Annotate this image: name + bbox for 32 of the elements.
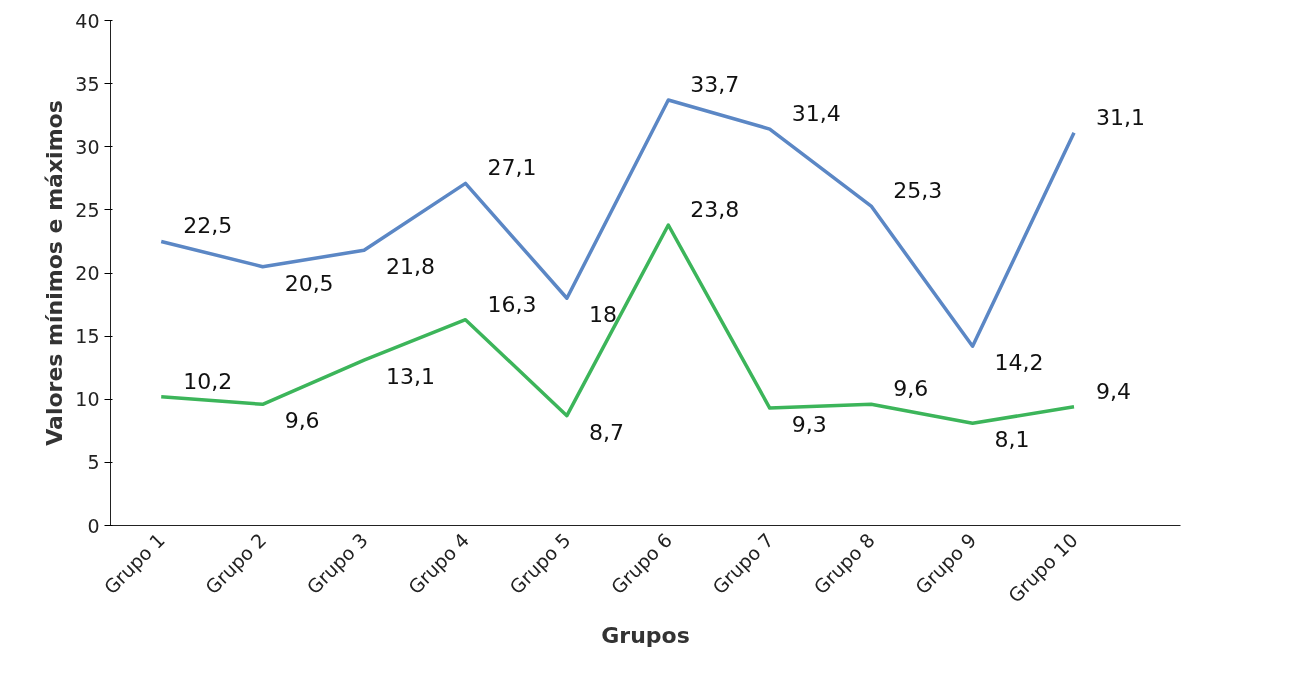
y-tick-label: 30 bbox=[75, 135, 100, 158]
data-label: 25,3 bbox=[893, 178, 943, 204]
data-label: 8,1 bbox=[994, 427, 1030, 453]
data-label: 31,4 bbox=[791, 101, 841, 127]
data-label: 31,1 bbox=[1096, 104, 1145, 130]
data-label: 16,3 bbox=[487, 291, 537, 317]
line-series bbox=[159, 98, 1076, 348]
data-label: 14,2 bbox=[994, 350, 1044, 376]
data-label: 33,7 bbox=[690, 72, 740, 98]
data-label: 13,1 bbox=[386, 364, 436, 390]
data-label: 22,5 bbox=[183, 213, 233, 239]
data-label: 8,7 bbox=[588, 419, 624, 445]
y-tick-label: 15 bbox=[75, 325, 100, 348]
y-tick-label: 0 bbox=[87, 514, 100, 537]
data-label: 9,3 bbox=[791, 412, 827, 438]
y-tick-label: 35 bbox=[75, 72, 100, 95]
data-label: 18 bbox=[588, 302, 617, 328]
y-tick-label: 5 bbox=[87, 451, 100, 474]
x-axis-title: Grupos bbox=[601, 622, 690, 648]
data-label: 9,6 bbox=[284, 408, 320, 434]
y-tick-label: 25 bbox=[75, 198, 100, 221]
y-tick-label: 10 bbox=[75, 388, 100, 411]
y-tick-label: 40 bbox=[75, 9, 100, 32]
data-label: 9,4 bbox=[1096, 378, 1132, 404]
data-label: 21,8 bbox=[386, 254, 436, 280]
data-label: 20,5 bbox=[284, 270, 334, 296]
data-label: 23,8 bbox=[690, 197, 740, 223]
data-label: 10,2 bbox=[183, 368, 233, 394]
y-axis-title: Valores mínimos e máximos bbox=[42, 100, 68, 446]
data-label: 27,1 bbox=[487, 155, 537, 181]
y-tick-label: 20 bbox=[75, 262, 100, 284]
data-label: 9,6 bbox=[893, 376, 929, 402]
